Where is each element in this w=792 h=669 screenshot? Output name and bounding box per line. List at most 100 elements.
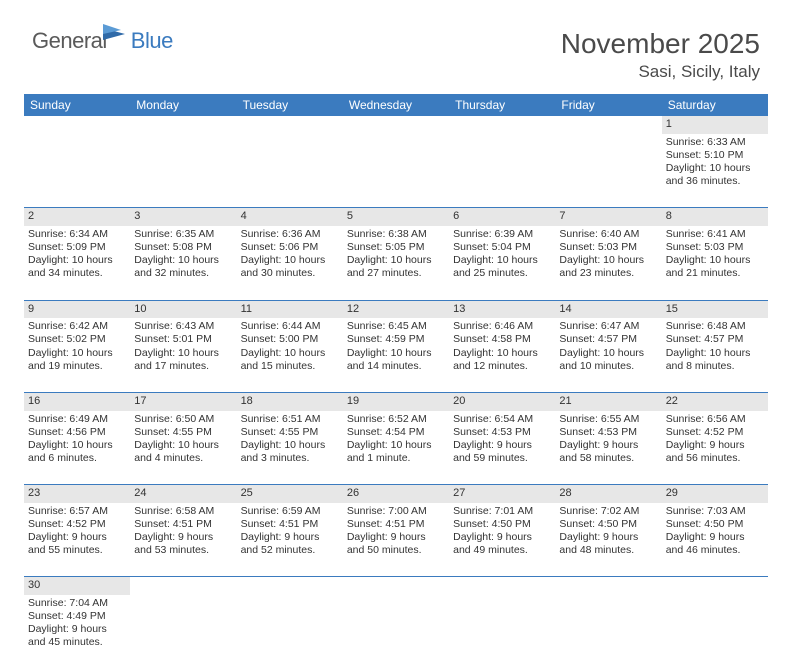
calendar-table: Sunday Monday Tuesday Wednesday Thursday… xyxy=(24,94,768,669)
sunset-text: Sunset: 5:10 PM xyxy=(666,149,764,162)
logo-text-blue: Blue xyxy=(131,28,173,54)
location-label: Sasi, Sicily, Italy xyxy=(561,62,760,82)
sunset-text: Sunset: 4:52 PM xyxy=(28,518,126,531)
week-row: Sunrise: 6:34 AMSunset: 5:09 PM Daylight:… xyxy=(24,226,768,300)
page-title: November 2025 xyxy=(561,28,760,60)
sunrise-text: Sunrise: 6:58 AM xyxy=(134,505,232,518)
day-number-cell: 28 xyxy=(555,485,661,503)
sunrise-text: Sunrise: 6:54 AM xyxy=(453,413,551,426)
day-cell xyxy=(237,134,343,208)
day-number-cell: 18 xyxy=(237,392,343,410)
day-number-cell: 3 xyxy=(130,208,236,226)
day-cell: Sunrise: 7:00 AMSunset: 4:51 PMDaylight:… xyxy=(343,503,449,577)
day-number-cell: 2 xyxy=(24,208,130,226)
day-cell: Sunrise: 6:46 AMSunset: 4:58 PMDaylight:… xyxy=(449,318,555,392)
sunset-text: Sunset: 4:51 PM xyxy=(134,518,232,531)
daylight-text: Daylight: 10 hours and 27 minutes. xyxy=(347,254,445,280)
day-number-cell: 6 xyxy=(449,208,555,226)
day-number-cell: 17 xyxy=(130,392,236,410)
day-cell: Sunrise: 6:52 AMSunset: 4:54 PMDaylight:… xyxy=(343,411,449,485)
day-number-cell: 4 xyxy=(237,208,343,226)
sunset-text: Sunset: 5:04 PM xyxy=(453,241,551,254)
day-cell: Sunrise: 6:59 AMSunset: 4:51 PMDaylight:… xyxy=(237,503,343,577)
day-cell: Sunrise: 6:35 AMSunset: 5:08 PMDaylight:… xyxy=(130,226,236,300)
day-cell: Sunrise: 7:01 AMSunset: 4:50 PMDaylight:… xyxy=(449,503,555,577)
daylight-text: Daylight: 10 hours and 32 minutes. xyxy=(134,254,232,280)
sunset-text: Sunset: 4:49 PM xyxy=(28,610,126,623)
day-number-cell: 15 xyxy=(662,300,768,318)
title-block: November 2025 Sasi, Sicily, Italy xyxy=(561,28,760,82)
day-cell: Sunrise: 6:51 AMSunset: 4:55 PMDaylight:… xyxy=(237,411,343,485)
sunrise-text: Sunrise: 6:34 AM xyxy=(28,228,126,241)
day-cell: Sunrise: 6:33 AMSunset: 5:10 PMDaylight:… xyxy=(662,134,768,208)
sunrise-text: Sunrise: 6:42 AM xyxy=(28,320,126,333)
sunset-text: Sunset: 4:58 PM xyxy=(453,333,551,346)
daylight-text: Daylight: 10 hours and 14 minutes. xyxy=(347,347,445,373)
daylight-text: Daylight: 10 hours and 17 minutes. xyxy=(134,347,232,373)
day-cell xyxy=(555,595,661,669)
sunrise-text: Sunrise: 6:51 AM xyxy=(241,413,339,426)
day-number-cell: 9 xyxy=(24,300,130,318)
weekday-header: Saturday xyxy=(662,94,768,116)
day-cell xyxy=(24,134,130,208)
sunset-text: Sunset: 4:54 PM xyxy=(347,426,445,439)
sunrise-text: Sunrise: 6:44 AM xyxy=(241,320,339,333)
day-number-cell: 10 xyxy=(130,300,236,318)
day-number-cell xyxy=(449,116,555,134)
day-cell: Sunrise: 6:34 AMSunset: 5:09 PMDaylight:… xyxy=(24,226,130,300)
day-number-cell xyxy=(343,577,449,595)
day-cell: Sunrise: 6:54 AMSunset: 4:53 PMDaylight:… xyxy=(449,411,555,485)
flag-icon xyxy=(103,24,129,47)
sunset-text: Sunset: 5:00 PM xyxy=(241,333,339,346)
sunset-text: Sunset: 5:05 PM xyxy=(347,241,445,254)
daylight-text: Daylight: 10 hours and 10 minutes. xyxy=(559,347,657,373)
sunrise-text: Sunrise: 6:33 AM xyxy=(666,136,764,149)
day-number-cell: 29 xyxy=(662,485,768,503)
day-number-cell xyxy=(24,116,130,134)
day-number-cell: 26 xyxy=(343,485,449,503)
sunrise-text: Sunrise: 6:36 AM xyxy=(241,228,339,241)
day-cell: Sunrise: 7:03 AMSunset: 4:50 PMDaylight:… xyxy=(662,503,768,577)
sunset-text: Sunset: 5:09 PM xyxy=(28,241,126,254)
sunset-text: Sunset: 4:50 PM xyxy=(453,518,551,531)
day-cell: Sunrise: 6:43 AMSunset: 5:01 PMDaylight:… xyxy=(130,318,236,392)
sunset-text: Sunset: 5:01 PM xyxy=(134,333,232,346)
day-number-cell: 19 xyxy=(343,392,449,410)
sunset-text: Sunset: 4:55 PM xyxy=(134,426,232,439)
sunrise-text: Sunrise: 6:41 AM xyxy=(666,228,764,241)
daynum-row: 2345678 xyxy=(24,208,768,226)
day-cell: Sunrise: 6:42 AMSunset: 5:02 PMDaylight:… xyxy=(24,318,130,392)
weekday-header: Thursday xyxy=(449,94,555,116)
sunrise-text: Sunrise: 6:38 AM xyxy=(347,228,445,241)
sunrise-text: Sunrise: 7:04 AM xyxy=(28,597,126,610)
day-number-cell xyxy=(237,577,343,595)
sunset-text: Sunset: 4:59 PM xyxy=(347,333,445,346)
daylight-text: Daylight: 9 hours and 46 minutes. xyxy=(666,531,764,557)
sunrise-text: Sunrise: 6:55 AM xyxy=(559,413,657,426)
sunrise-text: Sunrise: 6:40 AM xyxy=(559,228,657,241)
weekday-header: Monday xyxy=(130,94,236,116)
daylight-text: Daylight: 10 hours and 15 minutes. xyxy=(241,347,339,373)
weekday-header: Wednesday xyxy=(343,94,449,116)
day-number-cell xyxy=(343,116,449,134)
day-number-cell: 16 xyxy=(24,392,130,410)
day-cell: Sunrise: 6:45 AMSunset: 4:59 PMDaylight:… xyxy=(343,318,449,392)
header: General Blue November 2025 Sasi, Sicily,… xyxy=(0,0,792,86)
week-row: Sunrise: 6:42 AMSunset: 5:02 PMDaylight:… xyxy=(24,318,768,392)
day-cell: Sunrise: 6:47 AMSunset: 4:57 PMDaylight:… xyxy=(555,318,661,392)
day-cell xyxy=(449,595,555,669)
sunrise-text: Sunrise: 6:59 AM xyxy=(241,505,339,518)
day-cell xyxy=(555,134,661,208)
week-row: Sunrise: 6:57 AMSunset: 4:52 PMDaylight:… xyxy=(24,503,768,577)
sunset-text: Sunset: 4:50 PM xyxy=(559,518,657,531)
sunrise-text: Sunrise: 6:48 AM xyxy=(666,320,764,333)
sunrise-text: Sunrise: 6:35 AM xyxy=(134,228,232,241)
sunrise-text: Sunrise: 7:02 AM xyxy=(559,505,657,518)
day-cell: Sunrise: 7:04 AMSunset: 4:49 PMDaylight:… xyxy=(24,595,130,669)
day-cell xyxy=(449,134,555,208)
daylight-text: Daylight: 10 hours and 1 minute. xyxy=(347,439,445,465)
day-number-cell: 27 xyxy=(449,485,555,503)
weekday-header-row: Sunday Monday Tuesday Wednesday Thursday… xyxy=(24,94,768,116)
sunset-text: Sunset: 5:06 PM xyxy=(241,241,339,254)
sunset-text: Sunset: 5:03 PM xyxy=(666,241,764,254)
